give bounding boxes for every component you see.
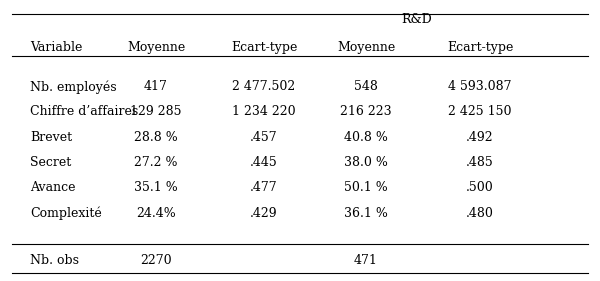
Text: .445: .445 xyxy=(250,156,278,169)
Text: .485: .485 xyxy=(466,156,494,169)
Text: 2 477.502: 2 477.502 xyxy=(232,80,296,93)
Text: .429: .429 xyxy=(250,207,278,219)
Text: Secret: Secret xyxy=(30,156,71,169)
Text: 129 285: 129 285 xyxy=(130,105,182,118)
Text: Moyenne: Moyenne xyxy=(337,41,395,54)
Text: Moyenne: Moyenne xyxy=(127,41,185,54)
Text: Nb. employés: Nb. employés xyxy=(30,80,116,94)
Text: 50.1 %: 50.1 % xyxy=(344,181,388,194)
Text: 1 234 220: 1 234 220 xyxy=(232,105,296,118)
Text: Ecart-type: Ecart-type xyxy=(231,41,297,54)
Text: 24.4%: 24.4% xyxy=(136,207,176,219)
Text: 2270: 2270 xyxy=(140,254,172,267)
Text: R&D: R&D xyxy=(401,13,433,26)
Text: 28.8 %: 28.8 % xyxy=(134,131,178,144)
Text: Brevet: Brevet xyxy=(30,131,72,144)
Text: 4 593.087: 4 593.087 xyxy=(448,80,512,93)
Text: .500: .500 xyxy=(466,181,494,194)
Text: 417: 417 xyxy=(144,80,168,93)
Text: .457: .457 xyxy=(250,131,278,144)
Text: 2 425 150: 2 425 150 xyxy=(448,105,512,118)
Text: 35.1 %: 35.1 % xyxy=(134,181,178,194)
Text: 38.0 %: 38.0 % xyxy=(344,156,388,169)
Text: 40.8 %: 40.8 % xyxy=(344,131,388,144)
Text: 471: 471 xyxy=(354,254,378,267)
Text: 27.2 %: 27.2 % xyxy=(134,156,178,169)
Text: 216 223: 216 223 xyxy=(340,105,392,118)
Text: Complexité: Complexité xyxy=(30,207,102,220)
Text: 36.1 %: 36.1 % xyxy=(344,207,388,219)
Text: .480: .480 xyxy=(466,207,494,219)
Text: Nb. obs: Nb. obs xyxy=(30,254,79,267)
Text: .492: .492 xyxy=(466,131,494,144)
Text: Chiffre d’affaires: Chiffre d’affaires xyxy=(30,105,138,118)
Text: .477: .477 xyxy=(250,181,278,194)
Text: Avance: Avance xyxy=(30,181,76,194)
Text: Variable: Variable xyxy=(30,41,82,54)
Text: 548: 548 xyxy=(354,80,378,93)
Text: Ecart-type: Ecart-type xyxy=(447,41,513,54)
